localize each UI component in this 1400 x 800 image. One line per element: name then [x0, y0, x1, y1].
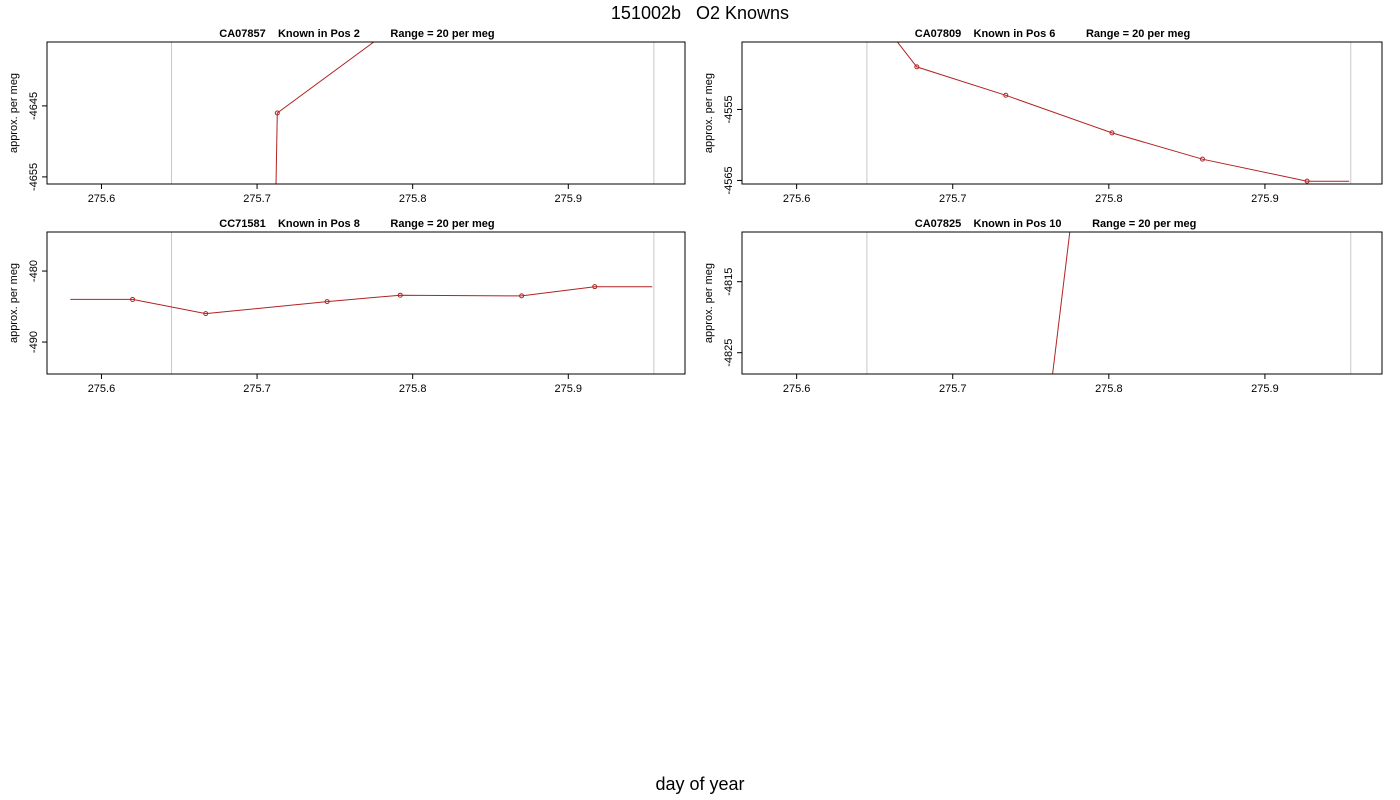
data-point	[592, 284, 598, 290]
data-point	[1199, 156, 1205, 162]
y-tick-label: -4825	[723, 339, 735, 367]
data-point	[519, 293, 525, 299]
x-tick-label: 275.7	[939, 383, 967, 395]
y-tick-label: -4815	[723, 268, 735, 296]
x-tick-label: 275.7	[243, 383, 271, 395]
panel-title: CA07809 Known in Pos 6 Range = 20 per me…	[915, 28, 1190, 40]
panel-title: CC71581 Known in Pos 8 Range = 20 per me…	[219, 218, 494, 230]
y-tick-label: -490	[28, 331, 40, 353]
x-tick-label: 275.8	[399, 193, 427, 205]
y-tick-label: -4645	[28, 92, 40, 120]
x-tick-label: 275.9	[555, 383, 583, 395]
y-tick-label: -4555	[723, 95, 735, 123]
x-tick-label: 275.8	[1095, 193, 1123, 205]
data-point	[914, 64, 920, 70]
y-tick-label: -480	[28, 260, 40, 282]
x-tick-label: 275.7	[939, 193, 967, 205]
x-tick-label: 275.6	[88, 383, 116, 395]
data-point	[1003, 92, 1009, 98]
data-point	[130, 296, 136, 302]
data-point	[1109, 130, 1115, 136]
x-tick-label: 275.8	[1095, 383, 1123, 395]
panel-2: CA07809 Known in Pos 6 Range = 20 per me…	[703, 28, 1383, 205]
y-tick-label: -4565	[723, 166, 735, 194]
panel-4: CA07825 Known in Pos 10 Range = 20 per m…	[703, 218, 1383, 395]
x-axis-label: day of year	[655, 774, 745, 794]
x-tick-label: 275.8	[399, 383, 427, 395]
plot-frame	[46, 231, 686, 375]
series-line	[275, 42, 375, 184]
series-line	[896, 42, 1350, 182]
x-tick-label: 275.6	[783, 193, 811, 205]
series-line	[70, 286, 653, 315]
series-line	[1052, 232, 1071, 374]
x-tick-label: 275.9	[1251, 193, 1279, 205]
y-axis-label: approx. per meg	[703, 263, 715, 343]
panel-1: CA07857 Known in Pos 2 Range = 20 per me…	[8, 28, 686, 205]
x-tick-label: 275.7	[243, 193, 271, 205]
plot-frame	[741, 231, 1383, 375]
x-tick-label: 275.6	[88, 193, 116, 205]
data-point	[324, 299, 330, 305]
panel-title: CA07857 Known in Pos 2 Range = 20 per me…	[219, 28, 494, 40]
figure-title: 151002b O2 Knowns	[610, 3, 790, 23]
plot-frame	[46, 41, 686, 185]
panel-title: CA07825 Known in Pos 10 Range = 20 per m…	[915, 218, 1197, 230]
y-tick-label: -4655	[28, 163, 40, 191]
panel-3: CC71581 Known in Pos 8 Range = 20 per me…	[8, 218, 686, 395]
data-point	[274, 110, 280, 116]
x-tick-label: 275.9	[1251, 383, 1279, 395]
y-axis-label: approx. per meg	[703, 73, 715, 153]
data-point	[1304, 178, 1310, 184]
data-point	[203, 311, 209, 317]
data-point	[397, 292, 403, 298]
y-axis-label: approx. per meg	[8, 263, 20, 343]
x-tick-label: 275.9	[555, 193, 583, 205]
plot-frame	[741, 41, 1383, 185]
y-axis-label: approx. per meg	[8, 73, 20, 153]
x-tick-label: 275.6	[783, 383, 811, 395]
